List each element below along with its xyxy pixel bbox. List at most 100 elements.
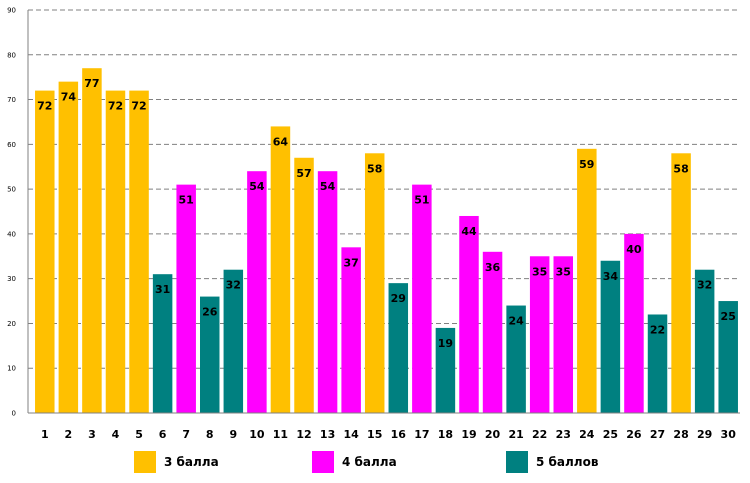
data-label: 51 bbox=[179, 194, 194, 207]
legend-label: 4 балла bbox=[342, 455, 397, 469]
data-label: 72 bbox=[108, 100, 123, 113]
bar bbox=[176, 184, 196, 413]
data-label: 40 bbox=[626, 243, 642, 256]
data-label: 72 bbox=[131, 100, 146, 113]
data-label: 51 bbox=[414, 194, 429, 207]
data-label: 26 bbox=[202, 306, 218, 319]
data-label: 31 bbox=[155, 283, 170, 296]
data-label: 36 bbox=[485, 261, 501, 274]
y-tick-label: 80 bbox=[7, 51, 16, 59]
x-tick-label: 27 bbox=[650, 428, 665, 441]
y-tick-label: 0 bbox=[12, 410, 16, 418]
x-tick-label: 2 bbox=[65, 428, 73, 441]
y-tick-label: 60 bbox=[7, 141, 16, 149]
data-label: 72 bbox=[37, 100, 52, 113]
data-label: 32 bbox=[226, 279, 241, 292]
x-tick-label: 29 bbox=[697, 428, 712, 441]
data-label: 35 bbox=[532, 265, 547, 278]
bar bbox=[105, 90, 126, 413]
y-tick-label: 50 bbox=[7, 186, 16, 194]
bar bbox=[435, 327, 456, 413]
x-tick-label: 4 bbox=[112, 428, 120, 441]
x-tick-label: 24 bbox=[579, 428, 595, 441]
x-tick-label: 11 bbox=[273, 428, 288, 441]
data-label: 22 bbox=[650, 323, 665, 336]
bar bbox=[152, 274, 173, 413]
x-tick-label: 23 bbox=[556, 428, 571, 441]
data-label: 58 bbox=[673, 162, 688, 175]
data-label: 54 bbox=[249, 180, 265, 193]
x-tick-label: 25 bbox=[603, 428, 618, 441]
data-label: 34 bbox=[603, 270, 619, 283]
x-tick-label: 26 bbox=[626, 428, 642, 441]
bar bbox=[270, 126, 291, 413]
bar bbox=[647, 314, 668, 413]
data-label: 74 bbox=[61, 91, 77, 104]
bar bbox=[671, 153, 691, 414]
data-label: 77 bbox=[84, 77, 99, 90]
bar bbox=[364, 153, 385, 414]
x-tick-label: 15 bbox=[367, 428, 382, 441]
bar bbox=[82, 68, 102, 413]
bar bbox=[317, 171, 338, 413]
bar bbox=[624, 233, 644, 413]
bar bbox=[341, 247, 361, 413]
legend-item-5-ballov: 5 баллов bbox=[506, 450, 598, 474]
x-tick-label: 22 bbox=[532, 428, 547, 441]
bar bbox=[247, 171, 267, 413]
data-label: 37 bbox=[343, 256, 358, 269]
data-label: 64 bbox=[273, 135, 289, 148]
y-tick-label: 40 bbox=[7, 230, 16, 238]
legend-label: 5 баллов bbox=[536, 455, 599, 469]
data-label: 57 bbox=[296, 167, 311, 180]
bar bbox=[482, 251, 503, 413]
y-tick-label: 70 bbox=[7, 96, 16, 104]
x-tick-label: 9 bbox=[229, 428, 237, 441]
bar bbox=[459, 215, 479, 413]
data-label: 19 bbox=[438, 337, 453, 350]
bar bbox=[223, 269, 244, 413]
x-tick-label: 19 bbox=[461, 428, 476, 441]
bar bbox=[129, 90, 149, 413]
x-tick-label: 16 bbox=[391, 428, 407, 441]
x-tick-label: 1 bbox=[41, 428, 49, 441]
y-tick-label: 90 bbox=[7, 7, 16, 15]
x-tick-label: 20 bbox=[485, 428, 501, 441]
bars bbox=[35, 68, 738, 414]
y-tick-label: 10 bbox=[7, 365, 16, 373]
x-tick-label: 10 bbox=[249, 428, 265, 441]
x-tick-label: 6 bbox=[159, 428, 167, 441]
bar bbox=[506, 305, 526, 413]
legend-item-4-balla: 4 балла bbox=[312, 450, 397, 474]
data-label: 29 bbox=[391, 292, 406, 305]
legend-swatch bbox=[312, 451, 334, 473]
bar bbox=[58, 81, 79, 414]
x-tick-label: 5 bbox=[135, 428, 143, 441]
data-label: 58 bbox=[367, 162, 382, 175]
bar bbox=[35, 90, 55, 413]
data-label: 24 bbox=[508, 315, 524, 328]
bar bbox=[388, 283, 409, 413]
bar bbox=[412, 184, 432, 413]
y-tick-label: 30 bbox=[7, 275, 16, 283]
data-label: 59 bbox=[579, 158, 594, 171]
x-tick-label: 28 bbox=[673, 428, 688, 441]
data-label: 54 bbox=[320, 180, 336, 193]
bar bbox=[577, 148, 597, 414]
data-label: 25 bbox=[721, 310, 736, 323]
data-label: 35 bbox=[556, 265, 571, 278]
legend-swatch bbox=[134, 451, 156, 473]
legend-item-3-balla: 3 балла bbox=[134, 450, 219, 474]
y-tick-label: 20 bbox=[7, 320, 16, 328]
legend-swatch bbox=[506, 451, 528, 473]
y-axis: 0 10 20 30 40 50 60 70 80 90 bbox=[7, 7, 29, 418]
x-tick-label: 21 bbox=[508, 428, 523, 441]
data-labels: 72 74 77 72 72 31 51 26 32 54 64 57 54 37 58 29 51 19 44 36… bbox=[37, 77, 736, 350]
x-axis: 1 2 3 4 5 6 7 8 9 10 11 12 13 14 15 16 17 18 19 20 21 22 23 24 2… bbox=[28, 412, 740, 441]
bar bbox=[600, 260, 621, 413]
bar bbox=[200, 296, 220, 413]
x-tick-label: 3 bbox=[88, 428, 96, 441]
x-tick-label: 13 bbox=[320, 428, 335, 441]
bar bbox=[529, 256, 550, 413]
